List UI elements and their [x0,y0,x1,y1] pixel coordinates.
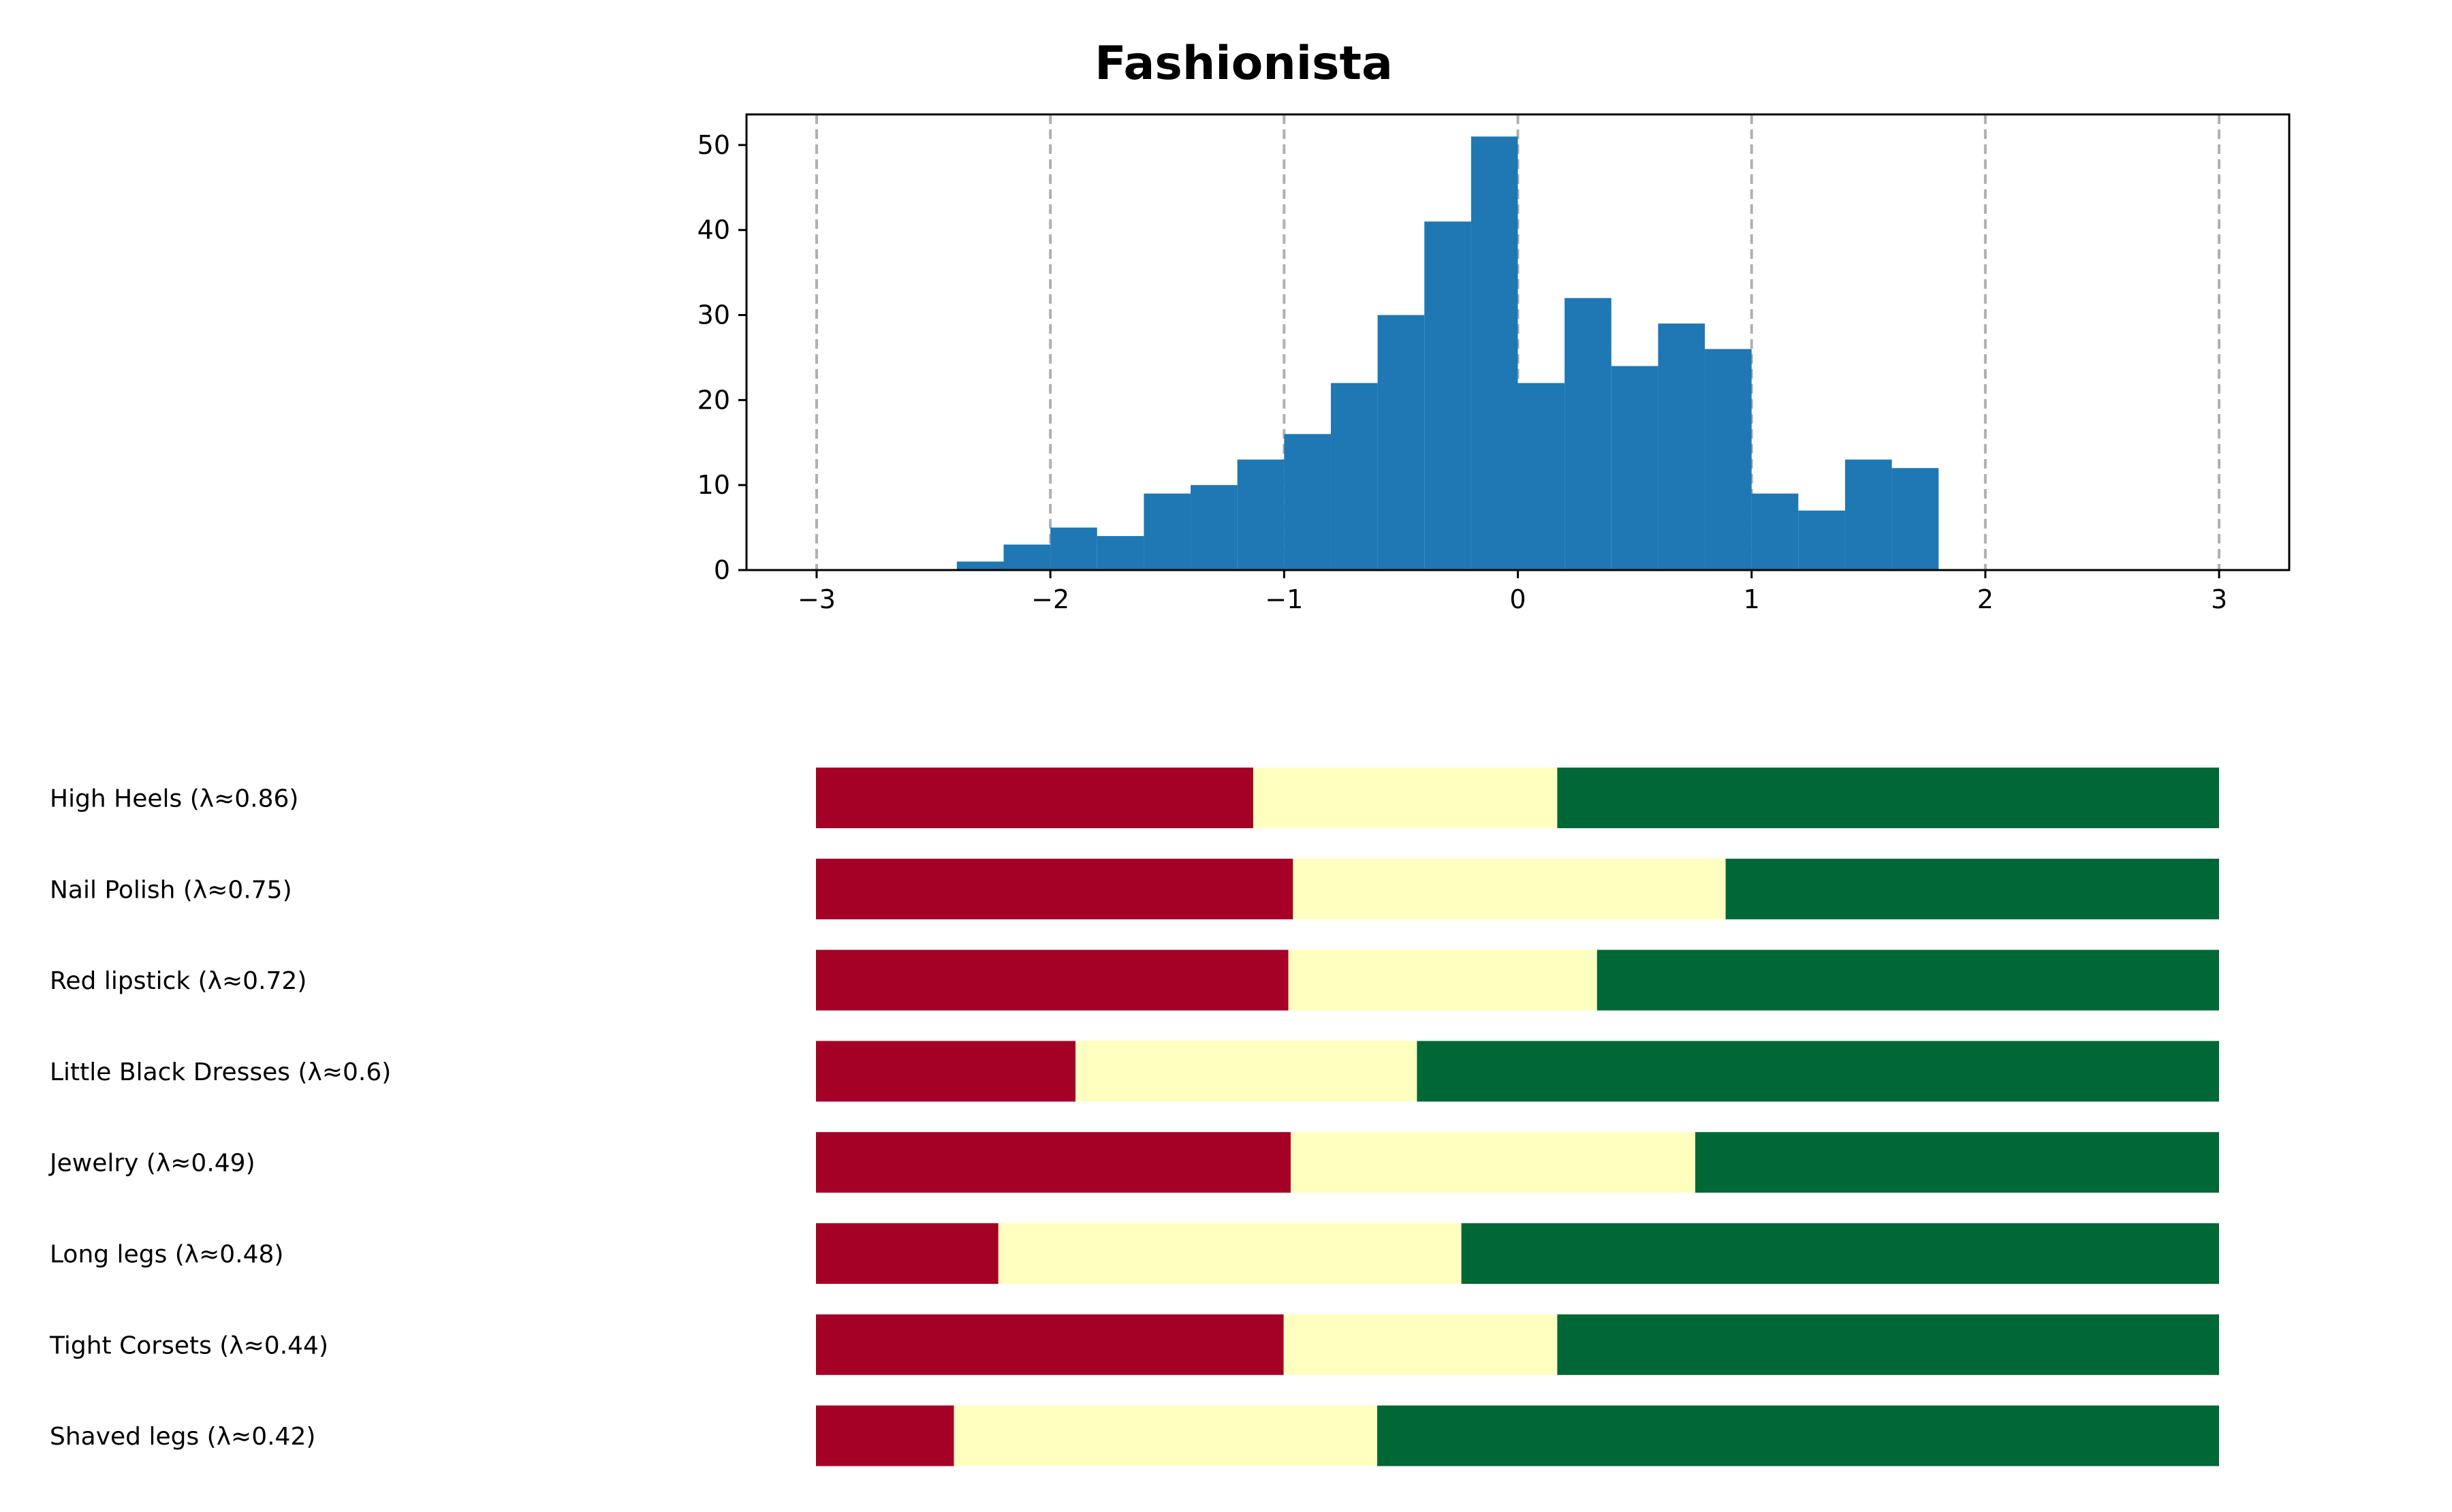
item-label: High Heels (λ≈0.86) [50,785,298,813]
histogram-bar [1611,366,1659,570]
histogram-bars [956,136,1939,571]
histogram-bar [1050,527,1097,570]
bar-segment-mid [1288,949,1597,1011]
histogram-bar [1237,459,1285,570]
item-label: Red lipstick (λ≈0.72) [50,967,306,995]
bar-segment-high [1597,949,2219,1011]
y-tick-label: 50 [697,130,730,160]
x-tick-label: 1 [1744,584,1760,614]
histogram-bar [1097,536,1144,570]
item-label: Nail Polish (λ≈0.75) [50,876,292,904]
histogram-bar [956,561,1004,570]
chart-title: Fashionista [1095,37,1393,91]
bar-segment-mid [954,1405,1377,1466]
bar-segment-high [1417,1041,2219,1102]
histogram-bar [1471,136,1518,571]
x-tick-label: −1 [1265,584,1303,614]
x-tick-label: −3 [798,584,836,614]
histogram-bar [1377,315,1425,570]
histogram-bar [1751,493,1799,570]
y-tick-label: 20 [697,385,730,415]
y-tick-label: 0 [714,555,730,585]
histogram-bar [1144,493,1191,570]
histogram-bar [1891,468,1939,570]
threshold-bars: High Heels (λ≈0.86) Nail Polish (λ≈0.75) R… [48,768,2219,1466]
bar-segment-mid [1075,1041,1417,1102]
item-label: Tight Corsets (λ≈0.44) [49,1332,328,1359]
item-label: Shaved legs (λ≈0.42) [50,1423,315,1451]
item-label: Long legs (λ≈0.48) [50,1241,283,1269]
bar-segment-mid [1290,1132,1695,1193]
item-label: Little Black Dresses (λ≈0.6) [50,1058,391,1086]
bar-segment-low [816,768,1254,828]
bar-segment-high [1557,768,2219,828]
bar-segment-high [1557,1314,2219,1375]
histogram-bar [1518,383,1565,570]
histogram-bar [1798,510,1845,570]
bar-segment-mid [1253,768,1558,828]
bar-segment-mid [1283,1314,1558,1375]
histogram-bar [1705,349,1752,570]
x-tick-label: 2 [1977,584,1994,614]
bar-segment-low [816,949,1289,1011]
bar-segment-mid [1293,858,1726,919]
bar-segment-high [1461,1223,2219,1284]
bar-segment-low [816,1132,1291,1193]
y-tick-label: 40 [697,215,730,245]
histogram-bar [1284,434,1331,570]
bar-segment-low [816,1223,999,1284]
bar-segment-high [1377,1405,2219,1466]
x-tick-label: −2 [1031,584,1069,614]
x-tick-label: 0 [1509,584,1526,614]
histogram-bar [1191,485,1238,570]
x-tick-label: 3 [2211,584,2227,614]
histogram-bar [1003,544,1051,570]
bar-segment-low [816,858,1293,919]
bar-segment-mid [998,1223,1462,1284]
y-tick-label: 10 [697,470,730,500]
histogram-bar [1658,324,1706,570]
item-label: Jewelry (λ≈0.49) [48,1150,255,1178]
histogram-bar [1844,459,1892,570]
histogram-bar [1424,221,1471,570]
bar-segment-high [1695,1132,2219,1193]
histogram-bar [1565,298,1612,570]
bar-segment-low [816,1041,1076,1102]
bar-segment-low [816,1314,1284,1375]
bar-segment-low [816,1405,954,1466]
histogram-bar [1330,383,1378,570]
y-tick-label: 30 [697,300,730,330]
bar-segment-high [1725,858,2219,919]
